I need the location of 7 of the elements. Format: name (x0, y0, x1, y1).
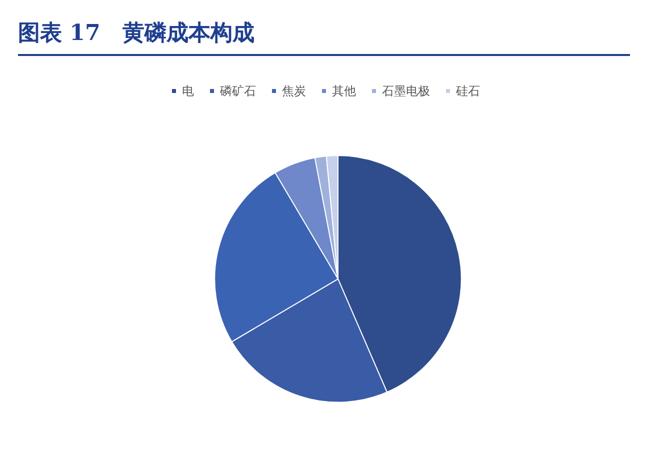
chart-title: 图表 17 黄磷成本构成 (18, 18, 630, 56)
legend-label: 电 (182, 84, 194, 98)
legend-label: 磷矿石 (219, 84, 256, 98)
legend-label: 石墨电极 (382, 84, 430, 98)
legend-label: 硅石 (455, 84, 480, 98)
legend-label: 其他 (332, 84, 356, 98)
legend-label: 焦炭 (282, 84, 306, 98)
